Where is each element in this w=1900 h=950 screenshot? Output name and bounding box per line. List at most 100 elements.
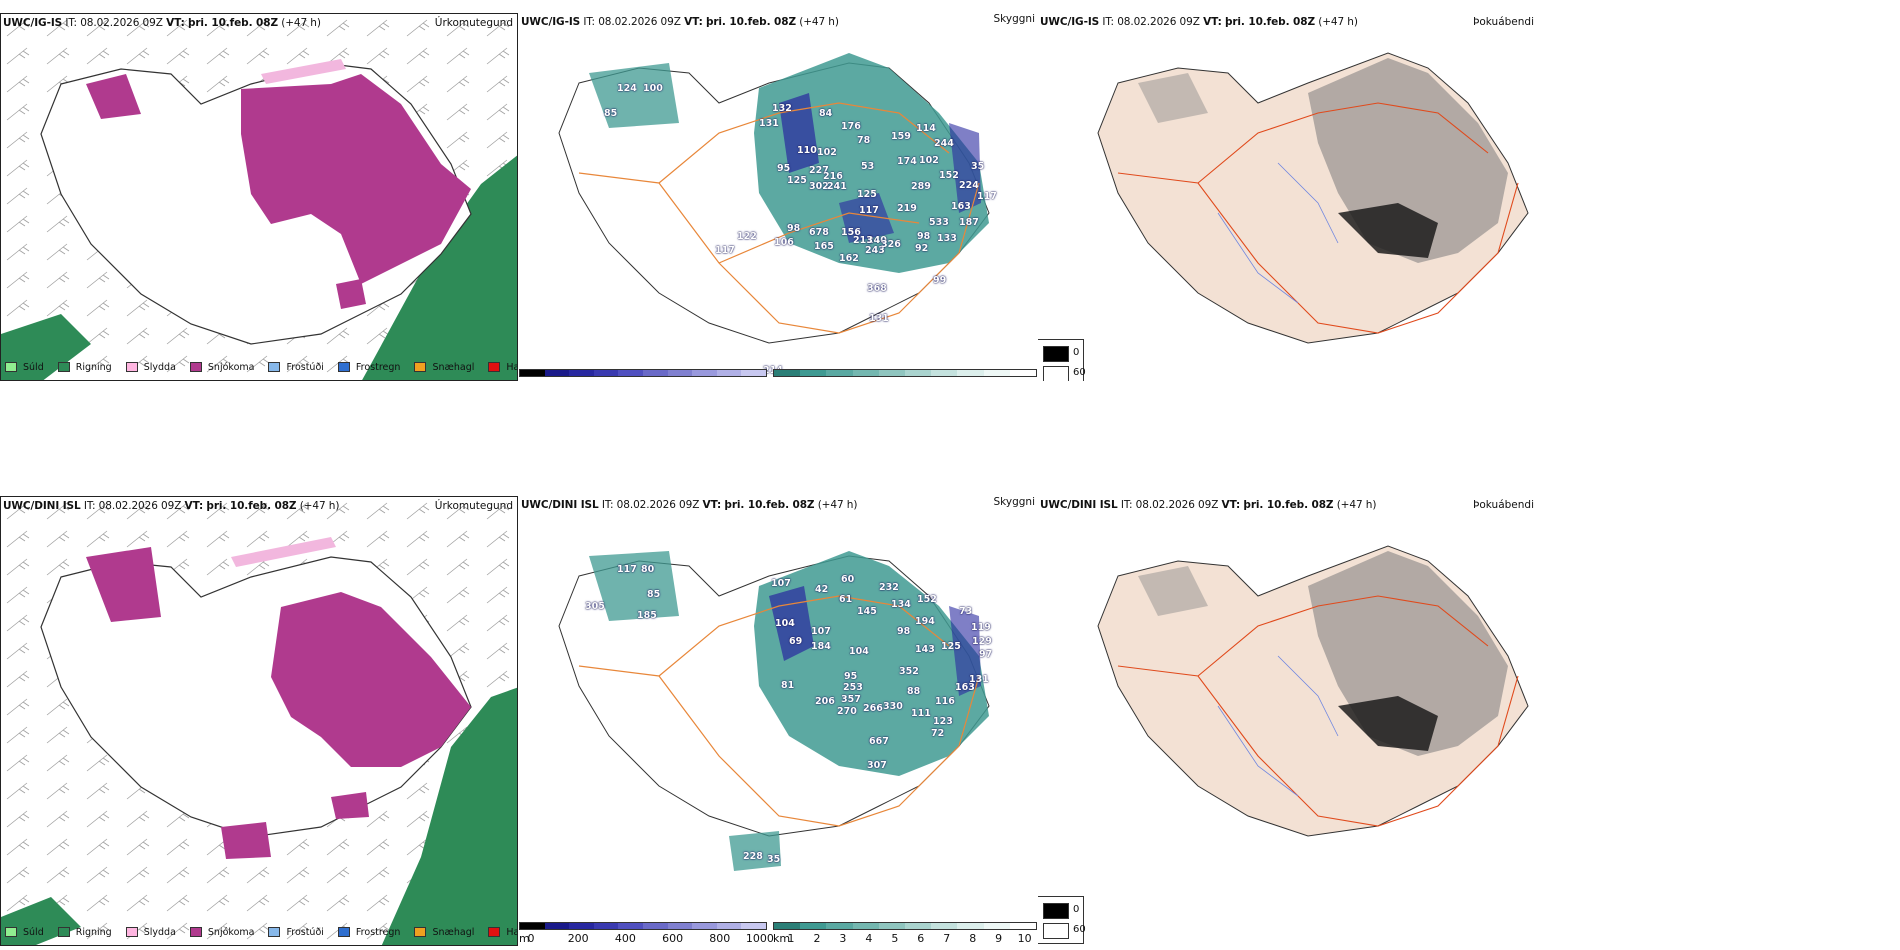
value-label: 110 (797, 145, 817, 156)
visibility-colorbar (773, 369, 1037, 377)
visibility-ticks: 1 2 3 4 5 6 7 8 9 10 (788, 379, 1032, 381)
value-label: 129 (972, 636, 992, 647)
value-label: 214 (763, 365, 783, 376)
valid-time-label: VT: (684, 16, 703, 28)
visibility-unit: km (773, 379, 790, 381)
tick-label: 8 (969, 379, 976, 381)
value-label: 176 (841, 121, 861, 132)
tick-label: 2 (813, 379, 820, 381)
legend-swatch (414, 927, 427, 937)
tick-label: 200 (568, 379, 589, 381)
cloudbase-unit: m (519, 379, 530, 381)
cloudbase-colorbar (519, 369, 767, 377)
legend-label: Rigning (75, 926, 112, 938)
value-label: 61 (839, 594, 853, 605)
visibility-unit: km (773, 932, 791, 945)
legend-label: Snæhagl (432, 926, 475, 938)
value-label: 35 (767, 854, 781, 865)
panel-header: UWC/DINI ISL IT: 08.02.2026 09Z VT: þri.… (1040, 499, 1376, 511)
legend-label: Frostúði (286, 361, 324, 373)
value-label: 102 (919, 155, 939, 166)
value-label: 163 (951, 201, 971, 212)
value-label: 42 (815, 584, 829, 595)
legend-swatch (488, 362, 501, 372)
value-label: 228 (743, 851, 763, 862)
model-name: UWC/DINI ISL (521, 499, 599, 511)
lead-time: (+47 h) (299, 500, 340, 512)
value-label: 194 (915, 616, 935, 627)
valid-time-label: VT: (166, 17, 185, 29)
cloud-panel-2: UWC/DINI ISL IT: 08.02.2026 09Z VT: þri.… (519, 496, 1037, 946)
panel-header: UWC/IG-IS IT: 08.02.2026 09Z VT: þri. 10… (3, 17, 321, 29)
value-label: 132 (772, 103, 792, 114)
value-label: 302 (809, 181, 829, 192)
value-label: 159 (891, 131, 911, 142)
tick-label: 9 (995, 932, 1003, 945)
legend-label-dark: 0 (1073, 904, 1080, 915)
value-label: 116 (935, 696, 955, 707)
valid-time-label: VT: (1221, 499, 1241, 511)
value-label: 145 (857, 606, 877, 617)
tick-label: 200 (567, 932, 589, 945)
model-name: UWC/DINI ISL (3, 500, 81, 512)
lead-time: (+47 h) (1336, 499, 1377, 511)
value-label: 98 (787, 223, 801, 234)
value-label: 266 (863, 703, 883, 714)
valid-time-label: VT: (702, 499, 722, 511)
legend-swatch (125, 927, 138, 937)
legend-swatch (337, 362, 350, 372)
tick-label: 1000 (746, 379, 774, 381)
model-name: UWC/IG-IS (1040, 16, 1100, 28)
panel-header: UWC/IG-IS IT: 08.02.2026 09Z VT: þri. 10… (1040, 16, 1358, 28)
fog-panel-1: UWC/IG-IS IT: 08.02.2026 09Z VT: þri. 10… (1038, 13, 1580, 381)
panel-header: UWC/DINI ISL IT: 08.02.2026 09Z VT: þri.… (3, 500, 339, 512)
legend-item: Snæhagl (414, 927, 474, 938)
tick-label: 4 (865, 379, 872, 381)
fog-map-1 (1097, 52, 1529, 344)
value-labels: 85 124 100 132 131 84 176 78 95 110 102 … (519, 13, 1037, 381)
legend-swatch (57, 927, 70, 937)
legend-label: Haglél (506, 361, 517, 373)
legend-swatch-dark (1043, 346, 1069, 362)
valid-time-label: VT: (184, 500, 204, 512)
value-label: 78 (857, 135, 871, 146)
fog-panel-2: UWC/DINI ISL IT: 08.02.2026 09Z VT: þri.… (1038, 496, 1580, 946)
cloud-panel-1: UWC/IG-IS IT: 08.02.2026 09Z VT: þri. 10… (519, 13, 1037, 381)
tick-label: 10 (1017, 932, 1032, 945)
tick-label: 800 (709, 932, 731, 945)
value-label: 678 (809, 227, 829, 238)
value-label: 270 (837, 706, 857, 717)
value-label: 243 (865, 245, 885, 256)
tick-label: 6 (917, 932, 925, 945)
value-label: 80 (641, 564, 655, 575)
legend-swatch (5, 362, 17, 372)
value-label: 216 (823, 171, 843, 182)
fog-legend: 0 60 (1038, 339, 1086, 381)
precip-type-map-1 (1, 14, 517, 380)
tick-label: 1 (788, 379, 795, 381)
model-name: UWC/IG-IS (521, 16, 581, 28)
value-label: 305 (585, 601, 605, 612)
value-label: 88 (907, 686, 921, 697)
value-label: 143 (915, 644, 935, 655)
legend-swatch (189, 927, 202, 937)
valid-time: þri. 10.feb. 08Z (187, 17, 278, 29)
legend-item: Snjókoma (189, 927, 254, 938)
panel-title: Þokuábendi (1473, 499, 1534, 511)
value-label: 152 (917, 594, 937, 605)
cloudbase-ticks: 0 200 400 600 800 1000 (528, 932, 774, 946)
init-time: IT: 08.02.2026 09Z (1120, 499, 1219, 511)
legend-swatch (337, 927, 350, 937)
init-time: IT: 08.02.2026 09Z (83, 500, 182, 512)
tick-label: 0 (528, 379, 535, 381)
panel-title: Úrkomutegund (434, 500, 513, 512)
precip-type-panel-1: UWC/IG-IS IT: 08.02.2026 09Z VT: þri. 10… (0, 13, 518, 381)
tick-label: 5 (891, 379, 898, 381)
tick-label: 800 (709, 379, 730, 381)
legend-item: Snæhagl (414, 362, 474, 373)
legend-item: Snjókoma (189, 362, 254, 373)
legend-item: Frostregn (337, 362, 400, 373)
tick-label: 1 (787, 932, 795, 945)
legend-item: Haglél (488, 927, 517, 938)
value-label: 352 (899, 666, 919, 677)
